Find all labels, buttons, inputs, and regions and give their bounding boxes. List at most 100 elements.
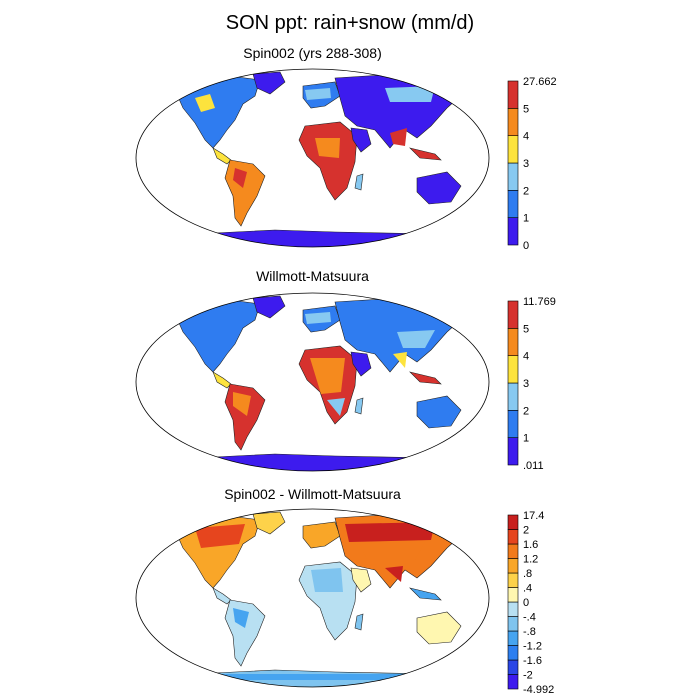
colorbar-label: -.8 [523, 626, 536, 638]
colorbar-swatch [507, 659, 519, 675]
colorbar-swatch [507, 514, 519, 530]
continent-arabia [350, 567, 372, 593]
colorbar-label: 4 [523, 351, 529, 363]
colorbar-swatch [507, 558, 519, 574]
continent-australia [416, 171, 462, 205]
colorbar-label: 2 [523, 525, 529, 537]
continent-europe [302, 521, 341, 549]
continent-namerica [174, 75, 261, 149]
colorbar-swatch [507, 630, 519, 646]
colorbar-label: .011 [523, 460, 544, 472]
colorbar-swatch [507, 217, 519, 246]
colorbar-label: -1.2 [523, 641, 542, 653]
colorbar-label: 3 [523, 158, 529, 170]
colorbar-label: 2 [523, 185, 529, 197]
precip-region [305, 312, 331, 324]
continent-indonesia [409, 371, 442, 385]
colorbar-label: .4 [523, 583, 532, 595]
colorbar-swatch [507, 162, 519, 191]
continent-africa [298, 121, 358, 201]
colorbar-label: 4 [523, 131, 529, 143]
continent-greenland [252, 511, 286, 535]
precip-region [390, 128, 407, 146]
continent-madagascar [354, 397, 364, 415]
precip-region [195, 524, 245, 548]
colorbar-label: .8 [523, 568, 532, 580]
precip-region [233, 392, 251, 416]
colorbar-label: 17.4 [523, 510, 544, 522]
colorbar-willmott: .011 1 2 3 4 5 11.769 [507, 296, 556, 472]
map-outline [135, 508, 490, 688]
continent-indonesia [409, 587, 442, 601]
panel-title: Willmott-Matsuura [256, 268, 369, 284]
continent-samerica [224, 599, 266, 667]
continent-antarctica [184, 453, 441, 471]
continent-greenland [252, 71, 286, 95]
precip-region [187, 674, 440, 680]
continent-greenland [252, 295, 286, 319]
colorbar-swatch [507, 328, 519, 356]
colorbar-label: 5 [523, 103, 529, 115]
figure-title: SON ppt: rain+snow (mm/d) [225, 12, 475, 34]
continent-arabia [350, 127, 372, 153]
colorbar-label: -1.6 [523, 655, 542, 667]
panel-title: Spin002 (yrs 288-308) [243, 45, 382, 61]
continent-australia [416, 395, 462, 429]
continent-indonesia [409, 147, 442, 161]
colorbar-label: -2 [523, 670, 533, 682]
colorbar-swatch [507, 437, 519, 466]
continent-madagascar [354, 173, 364, 191]
colorbar-spin002: 0 1 2 3 4 5 27.662 [507, 76, 557, 252]
colorbar-swatch [507, 300, 519, 329]
colorbar-swatch [507, 601, 519, 617]
colorbar-swatch [507, 80, 519, 109]
precip-region [385, 566, 403, 582]
map-outline [135, 68, 490, 248]
colorbar-label: 1.6 [523, 539, 538, 551]
colorbar-swatch [507, 587, 519, 603]
continent-madagascar [354, 613, 364, 631]
continent-namerica [174, 299, 261, 373]
colorbar-swatch [507, 135, 519, 164]
precip-map-spin002 [135, 68, 490, 248]
colorbar-label: 1 [523, 433, 529, 445]
colorbar-swatch [507, 108, 519, 136]
colorbar-swatch [507, 382, 519, 411]
colorbar-label: 3 [523, 378, 529, 390]
continent-samerica [224, 159, 266, 227]
colorbar-swatch [507, 410, 519, 438]
continent-samerica [224, 383, 266, 451]
precip-region [393, 352, 407, 368]
precip-region [385, 86, 435, 102]
colorbar-swatch [507, 616, 519, 632]
colorbar-difference: -4.992 -2 -1.6 -1.2 -.8 -.4 0 .4 .8 1.2 1.6 2 17.4 [507, 510, 554, 696]
colorbar-label: 1.2 [523, 554, 538, 566]
precip-region [315, 138, 340, 158]
colorbar-swatch [507, 543, 519, 559]
continent-camerica [212, 371, 232, 389]
precip-region [305, 88, 331, 100]
precip-region [345, 522, 435, 542]
precip-region [311, 568, 343, 592]
precip-region [195, 94, 215, 112]
precip-region [233, 168, 247, 188]
colorbar-label: 5 [523, 323, 529, 335]
continent-camerica [212, 587, 232, 605]
colorbar-label: 2 [523, 405, 529, 417]
map-outline [135, 292, 490, 472]
colorbar-label: 0 [523, 240, 529, 252]
panel-title: Spin002 - Willmott-Matsuura [224, 486, 401, 502]
precip-map-difference [135, 508, 490, 688]
colorbar-swatch [507, 190, 519, 218]
colorbar-swatch [507, 529, 519, 545]
precip-region [327, 398, 345, 416]
continent-australia [416, 611, 462, 645]
precip-region [397, 330, 435, 348]
colorbar-label: -4.992 [523, 684, 554, 696]
colorbar-label: 0 [523, 597, 529, 609]
continent-camerica [212, 147, 232, 165]
colorbar-swatch [507, 645, 519, 661]
precip-map-willmott [135, 292, 490, 472]
continent-antarctica [184, 229, 441, 247]
continent-arabia [350, 351, 372, 377]
